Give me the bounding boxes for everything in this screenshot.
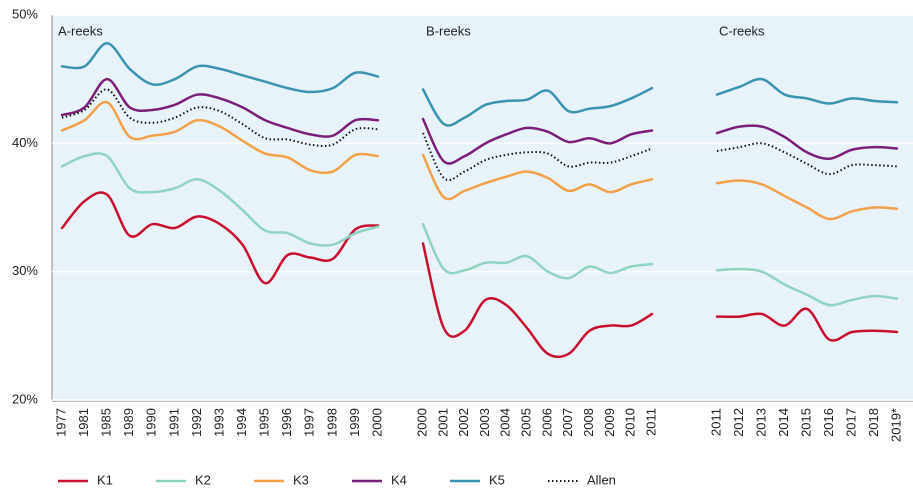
panel-title: C-reeks — [719, 23, 765, 38]
x-tick-label: 2004 — [498, 408, 513, 437]
x-tick-label: 2009 — [602, 408, 617, 437]
x-tick-label: 2012 — [731, 408, 746, 437]
x-tick-label: 2000 — [414, 408, 429, 437]
x-tick-label: 1993 — [211, 408, 226, 437]
y-tick-label: 30% — [12, 263, 38, 278]
y-tick-label: 20% — [12, 391, 38, 406]
x-tick-label: 2016 — [821, 408, 836, 437]
x-tick-label: 2002 — [456, 408, 471, 437]
legend-label: K3 — [293, 472, 309, 487]
x-tick-label: 1977 — [53, 408, 68, 437]
series-line — [715, 77, 899, 105]
x-tick-label: 1991 — [166, 408, 181, 437]
x-tick-label: 1994 — [234, 408, 249, 437]
legend-label: Allen — [587, 472, 616, 487]
legend-label: K2 — [195, 472, 211, 487]
x-tick-label: 1981 — [76, 408, 91, 437]
x-tick-label: 1989 — [121, 408, 136, 437]
series-line — [421, 117, 654, 165]
x-tick-label: 1985 — [99, 408, 114, 437]
series-line — [715, 124, 899, 160]
plot-background — [52, 15, 913, 400]
x-tick-label: 2011 — [643, 408, 658, 436]
x-tick-label: 2008 — [581, 408, 596, 437]
x-tick-label: 1992 — [189, 408, 204, 437]
series-line — [60, 77, 380, 138]
x-tick-label: 2018 — [866, 408, 881, 437]
series-line — [60, 152, 380, 247]
x-tick-label: 2001 — [435, 408, 450, 437]
x-tick-label: 2003 — [477, 408, 492, 437]
x-tick-label: 2019* — [888, 408, 903, 442]
x-tick-label: 2010 — [623, 408, 638, 437]
x-tick-label: 2013 — [753, 408, 768, 437]
series-line — [715, 307, 899, 342]
x-tick-label: 2006 — [539, 408, 554, 437]
x-tick-label: 2015 — [798, 408, 813, 437]
legend-label: K1 — [97, 472, 113, 487]
x-tick-label: 2005 — [519, 408, 534, 437]
series-line — [715, 179, 899, 221]
panel-title: A-reeks — [58, 23, 103, 38]
legend-label: K5 — [489, 472, 505, 487]
x-tick-label: 1995 — [257, 408, 272, 437]
y-tick-label: 40% — [12, 135, 38, 150]
series-line — [421, 86, 654, 127]
x-tick-label: 1999 — [347, 408, 362, 437]
x-tick-label: 2011 — [708, 408, 723, 436]
x-tick-label: 2007 — [560, 408, 575, 437]
series-line — [60, 41, 380, 94]
panel-title: B-reeks — [426, 23, 471, 38]
legend-label: K4 — [391, 472, 407, 487]
series-line — [421, 222, 654, 280]
series-line — [60, 100, 380, 175]
series-line — [716, 142, 898, 176]
series-line — [421, 153, 654, 201]
x-tick-label: 1998 — [324, 408, 339, 437]
series-line — [421, 242, 654, 359]
series-line — [422, 132, 653, 182]
x-tick-label: 1990 — [144, 408, 159, 437]
series-line — [60, 191, 380, 285]
x-tick-label: 2017 — [843, 408, 858, 437]
series-line — [715, 267, 899, 307]
x-tick-label: 1996 — [279, 408, 294, 437]
series-line — [61, 88, 379, 147]
x-tick-label: 2000 — [369, 408, 384, 437]
x-tick-label: 2014 — [776, 408, 791, 437]
y-tick-label: 50% — [12, 6, 38, 21]
x-tick-label: 1997 — [302, 408, 317, 437]
